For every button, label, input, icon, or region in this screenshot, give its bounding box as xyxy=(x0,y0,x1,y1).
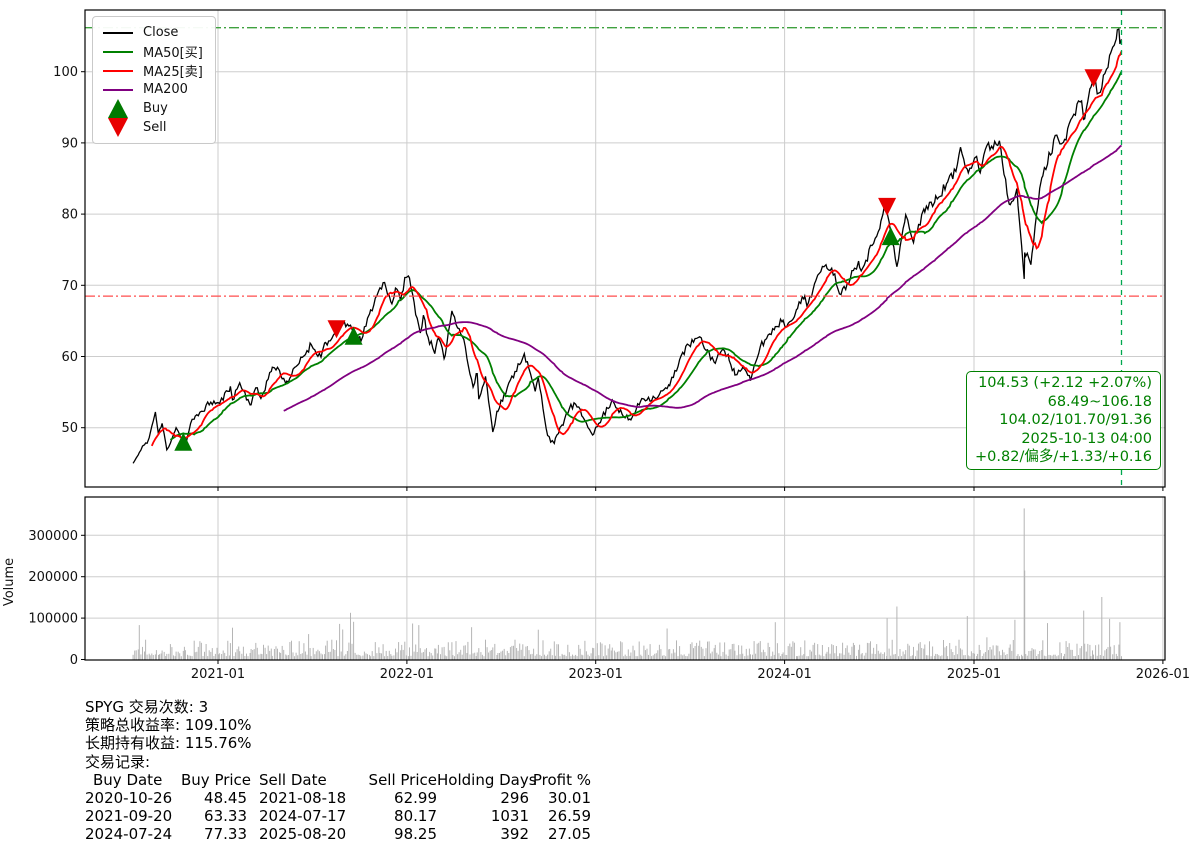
volume-y-tick-label: 100000 xyxy=(28,612,78,627)
trade-row: 2021-09-20 63.33 2024-07-17 80.17 1031 26.59 xyxy=(85,807,591,825)
legend-label-ma200: MA200 xyxy=(143,82,188,97)
header-buy-date: Buy Date xyxy=(93,770,163,789)
legend-label-buy: Buy xyxy=(143,101,168,116)
volume-bars xyxy=(132,508,1122,660)
sell-marker xyxy=(878,197,897,216)
close-line-swatch xyxy=(102,31,134,34)
trade-markers xyxy=(174,69,1103,451)
volume-axis-title: Volume xyxy=(2,558,17,606)
strategy-return-line: 策略总收益率: 109.10% xyxy=(85,716,252,735)
legend-label-ma25: MA25[卖] xyxy=(143,65,203,80)
trade-cell: 2024-07-17 xyxy=(259,807,347,826)
quote-info-box: 104.53 (+2.12 +2.07%) 68.49~106.18 104.0… xyxy=(966,371,1161,470)
buy-marker xyxy=(344,326,363,345)
trade-cell: 2025-08-20 xyxy=(259,825,347,844)
sell-marker-icon xyxy=(102,118,134,137)
price-panel-border xyxy=(84,9,1166,488)
info-line-signal: +0.82/偏多/+1.33/+0.16 xyxy=(975,449,1152,466)
header-buy-price: Buy Price xyxy=(181,770,252,789)
trade-cell: 77.33 xyxy=(204,825,247,844)
header-sell-price: Sell Price xyxy=(368,770,437,789)
trade-cell: 2021-08-18 xyxy=(259,789,347,808)
price-y-tick-label: 100 xyxy=(53,65,78,80)
close-line xyxy=(132,27,1123,464)
buy-marker xyxy=(881,227,900,246)
trade-cell: 62.99 xyxy=(394,789,437,808)
legend-label-sell: Sell xyxy=(143,120,167,135)
trade-cell: 80.17 xyxy=(394,807,437,826)
ma200-line-swatch xyxy=(102,88,134,91)
trade-cell: 48.45 xyxy=(204,789,247,808)
legend-item-sell: Sell xyxy=(102,118,203,137)
trade-row: 2020-10-26 48.45 2021-08-18 62.99 296 30.01 xyxy=(85,789,591,807)
trade-count-line: SPYG 交易次数: 3 xyxy=(85,698,209,716)
info-line-price: 104.53 (+2.12 +2.07%) xyxy=(978,375,1152,391)
header-sell-date: Sell Date xyxy=(259,770,327,789)
price-y-tick-label: 70 xyxy=(61,279,78,294)
buy-marker-icon xyxy=(102,99,134,118)
ma25-line xyxy=(150,50,1123,447)
strategy-stats: SPYG 交易次数: 3 策略总收益率: 109.10% 长期持有收益: 115… xyxy=(85,698,591,844)
info-line-datetime: 2025-10-13 04:00 xyxy=(1021,430,1152,447)
x-tick-label: 2021-01 xyxy=(191,667,245,682)
price-y-tick-label: 50 xyxy=(61,421,78,436)
trade-cell: 26.59 xyxy=(548,807,591,826)
volume-y-tick-label: 300000 xyxy=(28,529,78,544)
ma50-line-swatch xyxy=(102,50,134,53)
x-tick-label: 2026-01 xyxy=(1136,667,1190,682)
trade-cell: 2024-07-24 xyxy=(85,825,173,844)
trade-row: 2024-07-24 77.33 2025-08-20 98.25 392 27.05 xyxy=(85,825,591,843)
info-line-range: 68.49~106.18 xyxy=(1047,393,1152,410)
header-profit: Profit % xyxy=(532,770,591,789)
header-holding-days: Holding Days xyxy=(437,770,537,789)
ma25-line-swatch xyxy=(102,69,134,72)
legend-label-close: Close xyxy=(143,25,179,40)
info-line-mas: 104.02/101.70/91.36 xyxy=(999,412,1152,429)
legend-item-close: Close xyxy=(102,23,203,42)
holding-return-line: 长期持有收益: 115.76% xyxy=(85,734,252,753)
trade-cell: 392 xyxy=(500,825,529,844)
x-tick-label: 2024-01 xyxy=(757,667,811,682)
price-series xyxy=(132,27,1123,464)
trade-cell: 296 xyxy=(500,789,529,808)
trade-cell: 63.33 xyxy=(204,807,247,826)
sell-marker xyxy=(327,320,346,339)
volume-panel-border xyxy=(84,496,1166,661)
chart-legend: Close MA50[买] MA25[卖] MA200 Buy Sell xyxy=(92,16,216,144)
trade-cell: 30.01 xyxy=(548,789,591,808)
ma50-line xyxy=(169,71,1123,441)
sell-marker xyxy=(1084,69,1103,88)
x-tick-label: 2025-01 xyxy=(947,667,1001,682)
trades-header: Buy Date Buy Price Sell Date Sell Price … xyxy=(85,771,591,789)
legend-item-ma25: MA25[卖] xyxy=(102,61,203,80)
volume-y-tick-label: 200000 xyxy=(28,570,78,585)
reference-lines xyxy=(85,10,1165,487)
trade-cell: 2021-09-20 xyxy=(85,807,173,826)
x-tick-label: 2023-01 xyxy=(569,667,623,682)
price-y-tick-label: 80 xyxy=(61,208,78,223)
trade-log-title: 交易记录: xyxy=(85,752,151,771)
x-tick-label: 2022-01 xyxy=(380,667,434,682)
legend-item-ma200: MA200 xyxy=(102,80,203,99)
price-y-tick-label: 90 xyxy=(61,136,78,151)
legend-item-buy: Buy xyxy=(102,99,203,118)
buy-marker xyxy=(174,432,193,451)
grid-lines xyxy=(85,10,1165,660)
legend-label-ma50: MA50[买] xyxy=(143,46,203,61)
price-y-tick-label: 60 xyxy=(61,350,78,365)
trade-cell: 2020-10-26 xyxy=(85,789,173,808)
ma200-line xyxy=(283,144,1123,412)
trade-cell: 27.05 xyxy=(548,825,591,844)
legend-item-ma50: MA50[买] xyxy=(102,42,203,61)
volume-y-tick-label: 0 xyxy=(70,653,78,668)
trade-cell: 98.25 xyxy=(394,825,437,844)
trades-body: 2020-10-26 48.45 2021-08-18 62.99 296 30.01 20… xyxy=(85,789,591,844)
axes: 50 60 70 80 90 100 0 100000 200000 300000 2021-01 2… xyxy=(2,9,1190,682)
trade-cell: 1031 xyxy=(490,807,529,826)
